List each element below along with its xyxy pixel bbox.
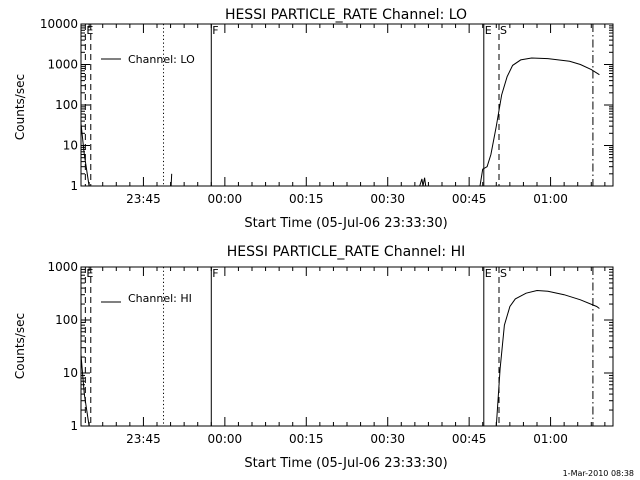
hi-series-line <box>495 289 600 427</box>
lo-y-tick-label: 1 <box>70 179 78 193</box>
lo-plot-frame <box>80 23 614 187</box>
lo-series-line <box>479 57 600 187</box>
hi-x-tick-label: 00:15 <box>289 432 324 446</box>
lo-marker-label: F <box>212 24 218 37</box>
lo-x-tick-label: 00:30 <box>370 192 405 206</box>
hi-y-tick-label: 10 <box>63 366 78 380</box>
lo-series-line <box>80 123 90 187</box>
lo-x-tick-label: 00:00 <box>208 192 243 206</box>
lo-x-tick-label: 01:00 <box>533 192 568 206</box>
lo-x-tick-label: 23:45 <box>126 192 161 206</box>
lo-x-axis-label: Start Time (05-Jul-06 23:33:30) <box>244 216 447 231</box>
lo-chart-title: HESSI PARTICLE_RATE Channel: LO <box>225 7 467 23</box>
lo-marker-label: E <box>86 24 93 37</box>
hi-y-tick-label: 1 <box>70 419 78 433</box>
hi-x-axis-label: Start Time (05-Jul-06 23:33:30) <box>244 456 447 471</box>
lo-series-line <box>419 177 427 187</box>
hi-plot-frame <box>80 266 614 427</box>
hi-x-tick-label: 00:30 <box>370 432 405 446</box>
hi-chart-title: HESSI PARTICLE_RATE Channel: HI <box>227 244 465 260</box>
hi-y-axis-label: Counts/sec <box>13 313 27 379</box>
lo-series-line <box>170 173 173 187</box>
lo-marker-label: S <box>500 24 507 37</box>
hi-series-line <box>80 354 90 427</box>
lo-y-tick-label: 100 <box>55 98 78 112</box>
lo-x-tick-label: 00:15 <box>289 192 324 206</box>
hi-x-tick-label: 23:45 <box>126 432 161 446</box>
hi-channel-panel: HESSI PARTICLE_RATE Channel: HI Start Ti… <box>13 244 614 471</box>
hi-marker-label: S <box>500 267 507 280</box>
lo-marker-label: E <box>485 24 492 37</box>
hi-marker-label: E <box>485 267 492 280</box>
lo-legend-label: Channel: LO <box>128 53 195 66</box>
hi-y-tick-label: 1000 <box>47 260 78 274</box>
hi-marker-label: F <box>212 267 218 280</box>
lo-channel-panel: HESSI PARTICLE_RATE Channel: LO Start Ti… <box>13 7 614 231</box>
hi-marker-label: E <box>86 267 93 280</box>
lo-y-axis-label: Counts/sec <box>13 74 27 140</box>
footer-date: 1-Mar-2010 08:38 <box>563 469 634 478</box>
lo-y-tick-label: 10 <box>63 139 78 153</box>
hi-legend-label: Channel: HI <box>128 292 192 305</box>
lo-y-tick-label: 10000 <box>40 17 78 31</box>
hi-y-tick-label: 100 <box>55 313 78 327</box>
hi-x-tick-label: 00:45 <box>452 432 487 446</box>
lo-x-tick-label: 00:45 <box>452 192 487 206</box>
lo-y-tick-label: 1000 <box>47 58 78 72</box>
hi-x-tick-label: 00:00 <box>208 432 243 446</box>
hi-x-tick-label: 01:00 <box>533 432 568 446</box>
